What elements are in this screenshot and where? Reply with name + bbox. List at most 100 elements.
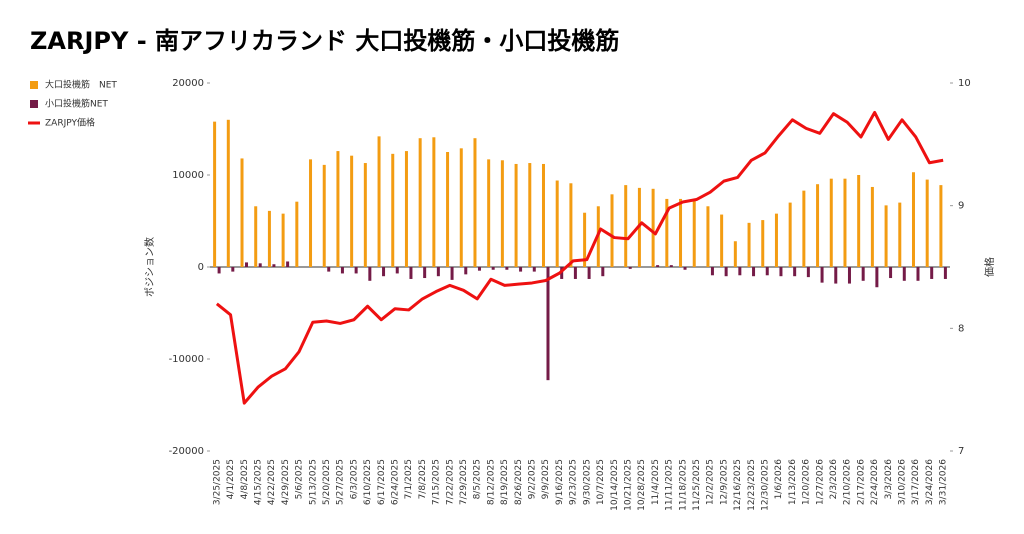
x-tick-label: 3/10/2026	[898, 459, 908, 505]
x-tick-label: 10/28/2025	[637, 459, 647, 511]
bar	[587, 267, 591, 279]
x-tick-label: 3/25/2025	[212, 459, 222, 505]
bar	[779, 267, 783, 277]
bar	[327, 267, 331, 272]
bar	[747, 222, 751, 267]
x-tick-label: 2/24/2026	[870, 459, 880, 505]
x-tick-label: 11/18/2025	[678, 459, 688, 511]
bar	[752, 267, 756, 277]
bar	[450, 267, 454, 280]
x-tick-label: 3/3/2026	[884, 459, 894, 500]
bar	[519, 267, 523, 272]
x-tick-label: 6/24/2025	[391, 459, 401, 505]
legend-label: 小口投機筋NET	[45, 98, 108, 110]
x-tick-label: 4/15/2025	[253, 459, 263, 505]
bar	[382, 267, 386, 277]
bar	[793, 267, 797, 277]
x-tick-label: 8/19/2025	[500, 459, 510, 505]
bar	[724, 267, 728, 277]
bar	[829, 178, 833, 267]
x-tick-label: 2/10/2026	[843, 459, 853, 505]
y2-tick-label: 8	[958, 323, 964, 334]
bar	[391, 153, 395, 267]
x-tick-label: 1/13/2026	[788, 459, 798, 505]
y2-tick-label: 7	[958, 446, 964, 457]
bar	[679, 198, 683, 267]
x-tick-label: 9/30/2025	[582, 459, 592, 505]
x-tick-label: 4/8/2025	[240, 459, 250, 499]
x-tick-label: 9/23/2025	[569, 459, 579, 505]
bar	[930, 267, 934, 279]
bar	[875, 267, 879, 288]
y-tick-label: -10000	[169, 354, 204, 365]
bar	[446, 152, 450, 267]
bar	[911, 172, 915, 267]
bar	[788, 202, 792, 267]
x-tick-label: 6/17/2025	[377, 459, 387, 505]
bar	[820, 267, 824, 283]
x-tick-label: 5/6/2025	[295, 459, 305, 499]
bar	[286, 261, 290, 267]
x-tick-label: 11/25/2025	[692, 459, 702, 511]
bar	[857, 175, 861, 267]
bar	[710, 267, 714, 276]
y2-tick-label: 9	[958, 201, 964, 212]
bar	[395, 267, 399, 274]
bar	[267, 210, 271, 267]
bar	[816, 184, 820, 267]
x-tick-label: 7/1/2025	[404, 459, 414, 499]
bar	[925, 179, 929, 267]
bar	[532, 267, 536, 272]
bar	[423, 267, 427, 279]
bar	[738, 267, 742, 276]
bar	[258, 263, 262, 267]
bar	[487, 159, 491, 267]
bar	[628, 267, 632, 269]
x-tick-label: 12/30/2025	[761, 459, 771, 511]
bar	[473, 138, 477, 267]
bar	[418, 138, 422, 267]
bar	[409, 267, 413, 279]
bar	[500, 160, 504, 267]
bar	[336, 151, 340, 267]
y2-tick-label: 10	[958, 78, 971, 89]
bar	[464, 267, 468, 275]
x-tick-label: 10/21/2025	[623, 459, 633, 511]
x-tick-label: 3/17/2026	[911, 459, 921, 505]
line	[215, 110, 944, 405]
x-tick-label: 11/4/2025	[651, 459, 661, 505]
bar	[322, 164, 326, 267]
bar	[240, 158, 244, 267]
bar	[683, 267, 687, 270]
bar	[774, 213, 778, 267]
x-tick-label: 12/16/2025	[733, 459, 743, 511]
bar	[802, 190, 806, 267]
bar	[281, 213, 285, 267]
x-tick-label: 4/1/2025	[226, 459, 236, 499]
bar	[505, 267, 509, 270]
bar	[624, 185, 628, 267]
x-tick-label: 1/6/2026	[774, 459, 784, 500]
x-tick-label: 4/29/2025	[281, 459, 291, 505]
bar	[254, 206, 258, 267]
bar	[432, 137, 436, 267]
x-tick-label: 9/9/2025	[541, 459, 551, 499]
x-tick-label: 7/8/2025	[418, 459, 428, 499]
bar	[404, 151, 408, 267]
bar	[377, 136, 381, 267]
bar	[354, 267, 358, 274]
bar	[491, 267, 495, 270]
bar	[213, 121, 217, 267]
x-tick-label: 12/9/2025	[719, 459, 729, 505]
x-tick-label: 1/27/2026	[815, 459, 825, 505]
bar	[843, 178, 847, 267]
x-tick-label: 11/11/2025	[665, 459, 675, 511]
bar	[363, 163, 367, 267]
bar	[368, 267, 372, 281]
y-tick-label: 0	[198, 262, 204, 273]
bar	[806, 267, 810, 278]
bar	[870, 186, 874, 267]
bar	[943, 267, 947, 279]
x-tick-label: 7/29/2025	[459, 459, 469, 505]
